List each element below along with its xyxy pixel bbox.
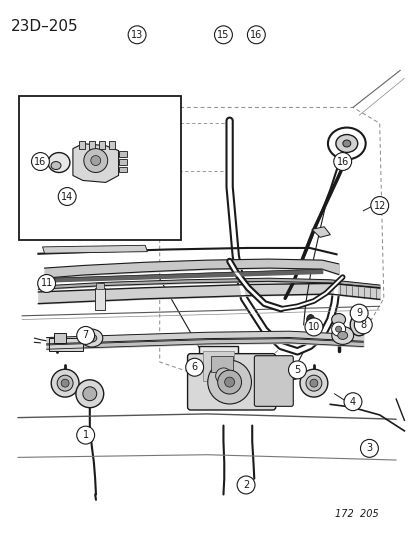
Ellipse shape xyxy=(81,329,102,347)
Text: 14: 14 xyxy=(61,191,73,201)
Circle shape xyxy=(76,327,95,344)
Bar xyxy=(88,141,95,149)
Text: 12: 12 xyxy=(373,200,385,211)
Ellipse shape xyxy=(306,314,314,325)
Circle shape xyxy=(333,152,351,171)
Ellipse shape xyxy=(337,332,347,340)
Circle shape xyxy=(288,361,306,379)
Ellipse shape xyxy=(335,134,357,152)
Circle shape xyxy=(215,368,231,384)
Polygon shape xyxy=(73,144,118,182)
Polygon shape xyxy=(311,227,330,237)
Text: 2: 2 xyxy=(242,480,249,490)
Circle shape xyxy=(349,304,367,322)
Ellipse shape xyxy=(349,314,367,336)
Text: 11: 11 xyxy=(40,278,52,288)
Circle shape xyxy=(305,375,321,391)
Bar xyxy=(198,346,237,386)
Bar xyxy=(118,166,126,173)
Text: 23D–205: 23D–205 xyxy=(11,19,79,34)
Circle shape xyxy=(76,380,104,408)
Text: 3: 3 xyxy=(366,443,372,454)
Circle shape xyxy=(31,152,49,171)
Bar xyxy=(118,158,126,165)
Ellipse shape xyxy=(51,161,61,169)
Circle shape xyxy=(331,322,345,336)
Circle shape xyxy=(61,379,69,387)
Text: 16: 16 xyxy=(34,157,47,166)
Bar xyxy=(108,141,114,149)
Text: 9: 9 xyxy=(355,308,361,318)
Text: 6: 6 xyxy=(191,362,197,372)
Ellipse shape xyxy=(331,327,353,344)
Ellipse shape xyxy=(327,127,365,159)
Ellipse shape xyxy=(354,320,362,330)
Circle shape xyxy=(58,188,76,205)
Bar xyxy=(78,141,85,149)
Text: 7: 7 xyxy=(82,330,89,341)
FancyBboxPatch shape xyxy=(187,354,275,410)
Text: 5: 5 xyxy=(294,365,300,375)
Ellipse shape xyxy=(48,152,70,173)
Circle shape xyxy=(83,387,97,401)
Circle shape xyxy=(309,379,317,387)
Circle shape xyxy=(304,318,322,336)
Bar xyxy=(19,96,181,240)
Circle shape xyxy=(76,426,95,444)
FancyBboxPatch shape xyxy=(254,356,292,406)
Ellipse shape xyxy=(87,334,97,342)
Circle shape xyxy=(370,197,388,214)
Ellipse shape xyxy=(342,140,350,147)
Circle shape xyxy=(83,149,107,173)
Bar xyxy=(96,283,104,289)
Text: 15: 15 xyxy=(217,30,229,40)
Circle shape xyxy=(354,316,371,334)
Bar xyxy=(210,356,232,372)
Bar xyxy=(54,333,66,343)
Bar xyxy=(202,351,233,381)
Circle shape xyxy=(343,393,361,410)
Circle shape xyxy=(185,358,203,376)
Bar xyxy=(118,151,126,157)
Circle shape xyxy=(57,375,73,391)
Text: 8: 8 xyxy=(359,320,366,330)
Circle shape xyxy=(128,26,146,44)
Circle shape xyxy=(217,370,241,394)
Text: 16: 16 xyxy=(336,157,348,166)
Bar xyxy=(98,141,104,149)
Circle shape xyxy=(38,274,55,293)
Bar xyxy=(95,288,105,310)
Text: 13: 13 xyxy=(131,30,143,40)
Text: 4: 4 xyxy=(349,397,355,407)
Bar xyxy=(180,123,229,171)
Circle shape xyxy=(247,26,265,44)
Bar xyxy=(49,337,83,351)
Circle shape xyxy=(214,26,232,44)
Circle shape xyxy=(207,360,251,404)
Circle shape xyxy=(335,326,341,332)
Polygon shape xyxy=(43,245,147,253)
Text: 16: 16 xyxy=(249,30,262,40)
Text: 1: 1 xyxy=(83,430,88,440)
Circle shape xyxy=(360,439,377,457)
Circle shape xyxy=(237,476,254,494)
Circle shape xyxy=(90,156,100,166)
Circle shape xyxy=(285,364,301,379)
Circle shape xyxy=(51,369,79,397)
Circle shape xyxy=(299,369,327,397)
Text: 10: 10 xyxy=(307,322,319,332)
Text: 172  205: 172 205 xyxy=(334,508,378,519)
Circle shape xyxy=(224,377,234,387)
Ellipse shape xyxy=(331,313,345,326)
